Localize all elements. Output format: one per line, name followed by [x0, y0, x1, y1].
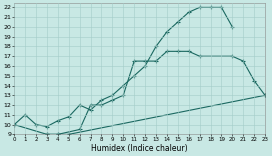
- X-axis label: Humidex (Indice chaleur): Humidex (Indice chaleur): [91, 144, 188, 153]
